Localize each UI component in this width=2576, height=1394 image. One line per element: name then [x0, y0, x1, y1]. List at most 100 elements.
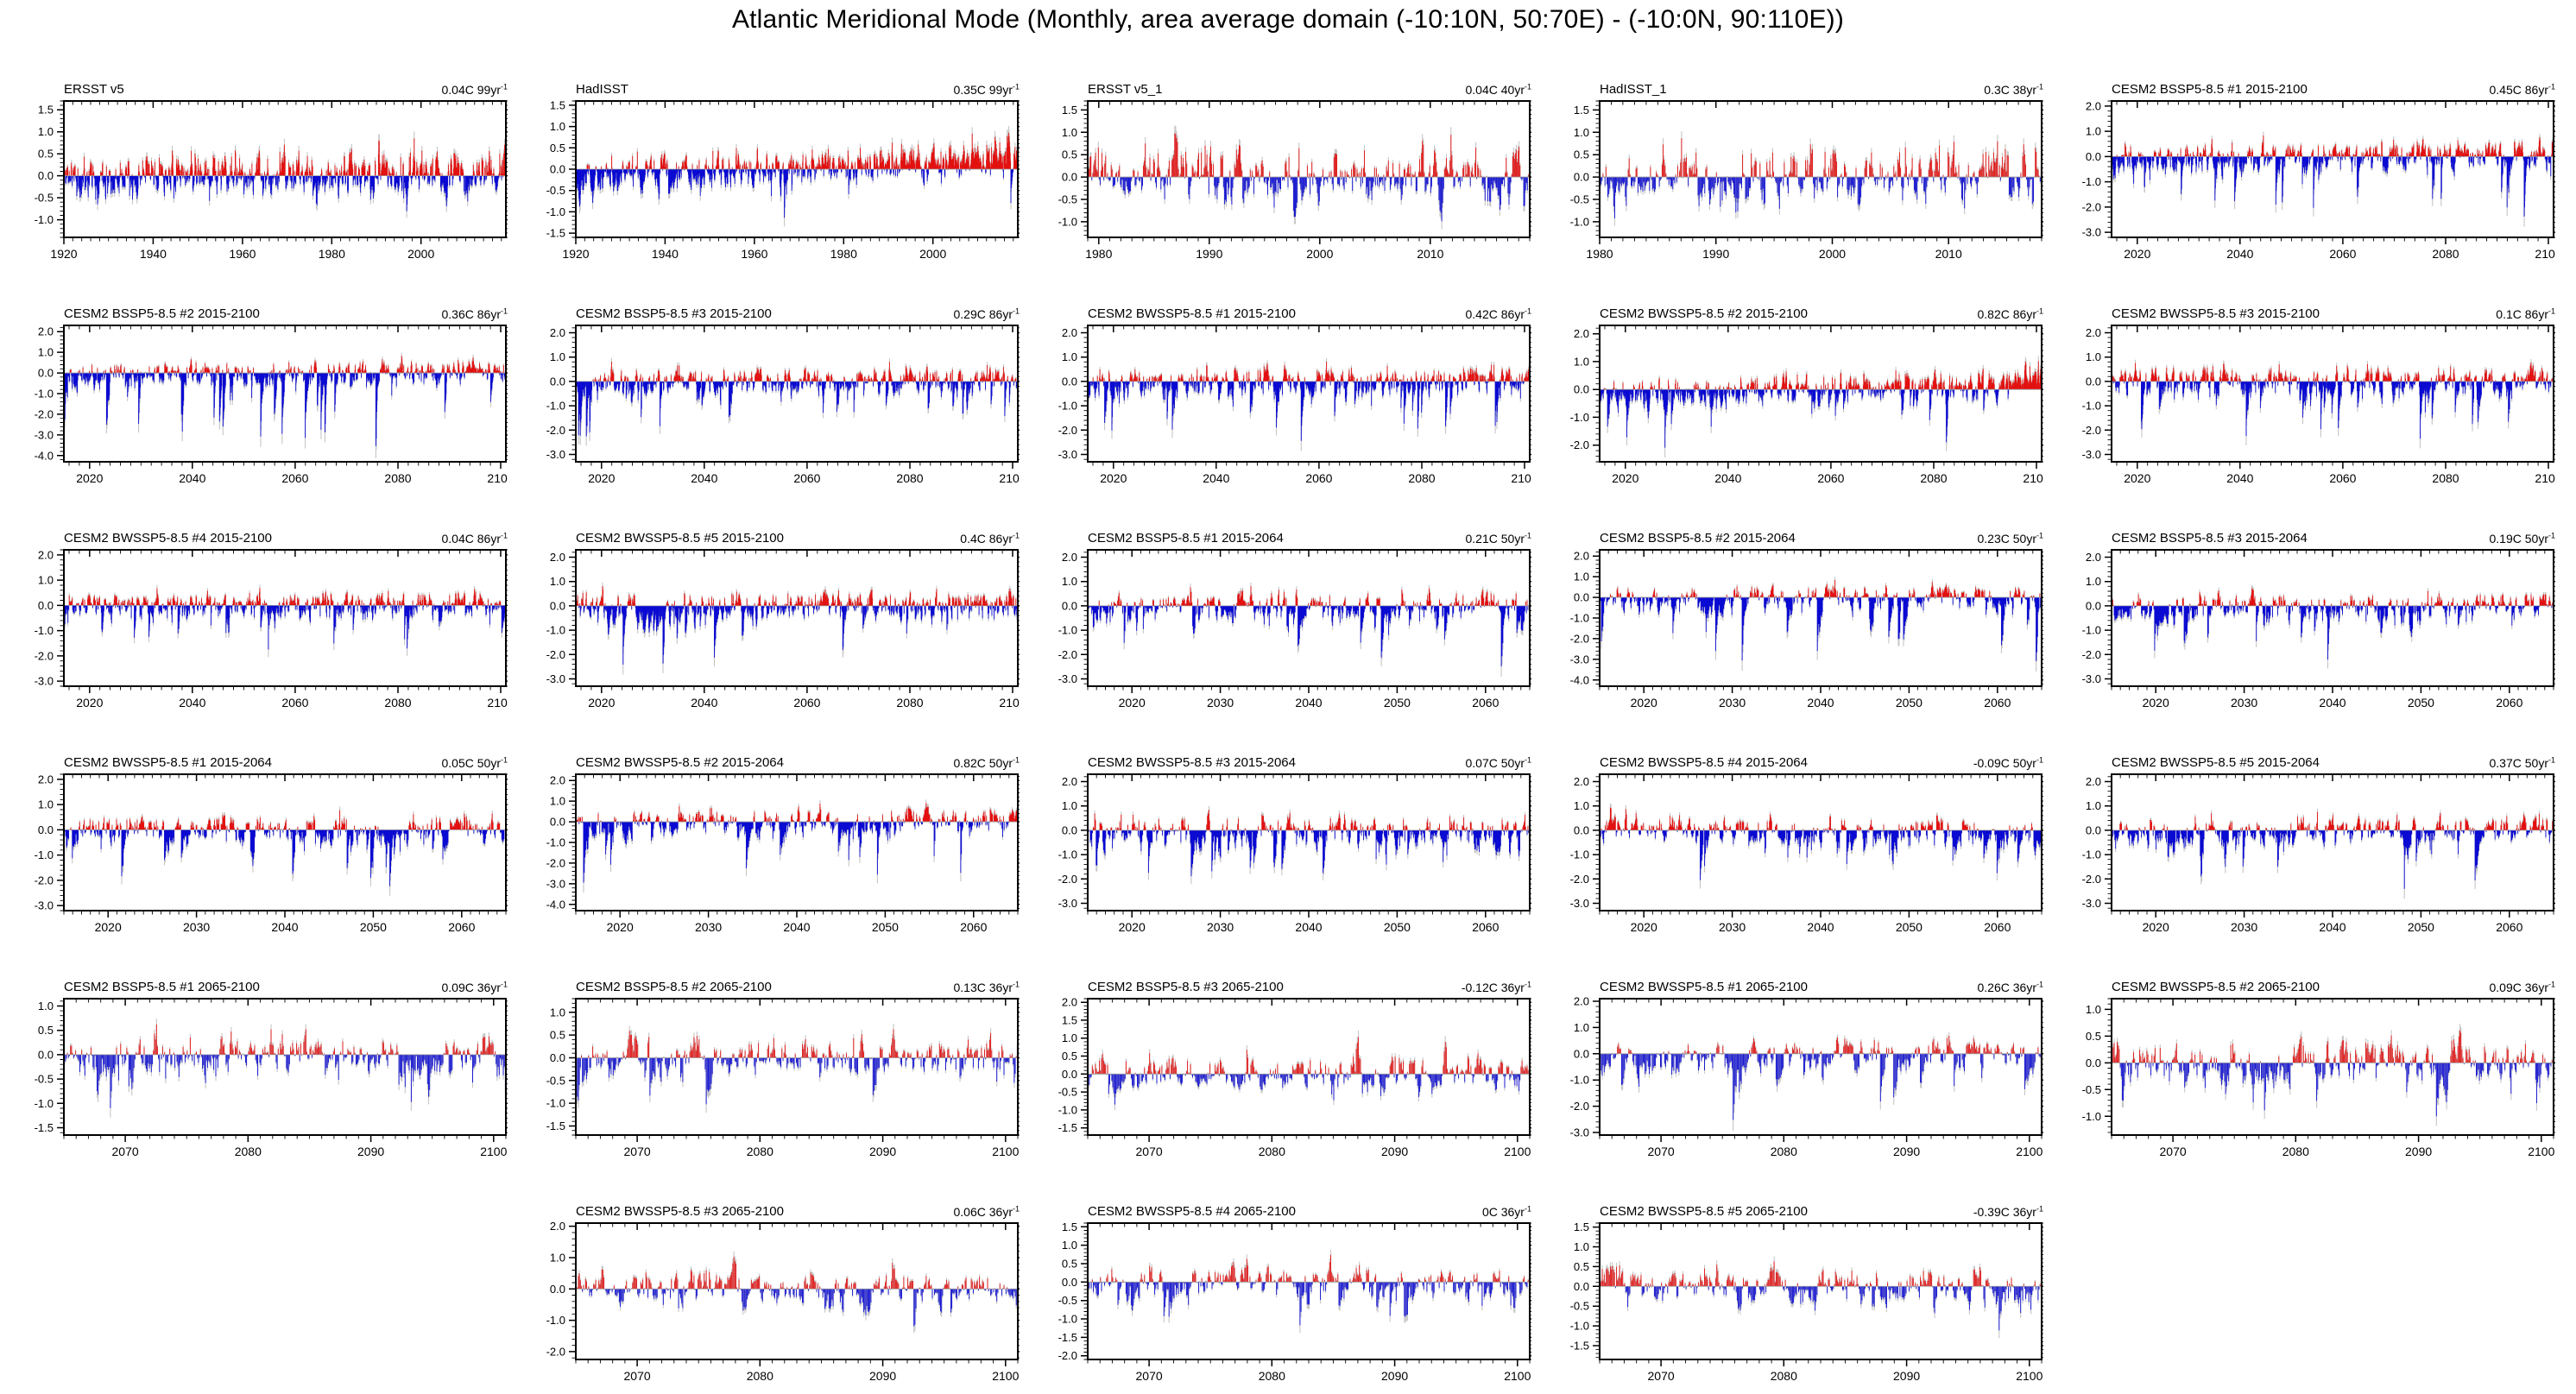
panel-header: CESM2 BSSP5-8.5 #2 2015-2100 0.36C 86yr-1 [24, 304, 508, 323]
y-tick-label: 2.0 [2086, 551, 2101, 564]
panel-trend-label: 0.4C 86yr-1 [960, 531, 1020, 546]
panel-trend-label: 0.1C 86yr-1 [2496, 306, 2555, 321]
negative-anomaly-series [575, 605, 1019, 665]
panel-title: CESM2 BWSSP5-8.5 #4 2065-2100 [1088, 1204, 1296, 1219]
panel-header: CESM2 BWSSP5-8.5 #1 2015-2064 0.05C 50yr-… [24, 753, 508, 772]
positive-anomaly-series [1089, 1254, 1530, 1283]
x-tick-label: 2040 [1714, 471, 1741, 485]
panel-title: CESM2 BSSP5-8.5 #1 2065-2100 [64, 980, 260, 994]
panel-trend-label: 0.07C 50yr-1 [1465, 755, 1532, 770]
y-tick-label: 0.5 [550, 142, 565, 155]
trend-exponent: -1 [1524, 980, 1531, 989]
panel-header: CESM2 BWSSP5-8.5 #1 2015-2100 0.42C 86yr-… [1048, 304, 1531, 323]
negative-anomaly-series [2112, 156, 2554, 217]
y-tick-label: 2.0 [1062, 996, 1077, 1009]
y-tick-label: 2.0 [38, 325, 54, 338]
minor-ticks [60, 325, 508, 466]
y-tick-label: 0.0 [2086, 150, 2101, 163]
chart-panel: CESM2 BWSSP5-8.5 #5 2065-2100 -0.39C 36yr… [1560, 1202, 2043, 1388]
y-tick-label: -0.5 [1058, 1294, 1077, 1307]
y-tick-label: 1.0 [2086, 350, 2101, 363]
x-tick-label: 2020 [2143, 696, 2169, 710]
major-ticks [1081, 999, 1531, 1142]
x-tick-label: 2100 [2016, 1145, 2042, 1158]
panel-plot: 2.0 1.0 0.0 -1.0 -2.0 -3.0 2070 2080 2090 2100 [1570, 996, 2043, 1158]
panel-header: ERSST v5 0.04C 99yr-1 [24, 79, 508, 98]
y-tick-label: 0.0 [2086, 823, 2101, 836]
x-tick-label: 2040 [179, 471, 205, 485]
x-tick-label: 2040 [2319, 920, 2346, 934]
x-tick-label: 2080 [1408, 471, 1435, 485]
panel-plot: 1.0 0.5 0.0 -0.5 -1.0 -1.5 2070 2080 2090 2100 [546, 998, 1020, 1158]
panel-header: CESM2 BSSP5-8.5 #2 2065-2100 0.13C 36yr-1 [536, 977, 1020, 996]
major-ticks [1593, 774, 2043, 918]
minor-ticks [571, 100, 1020, 242]
trend-exponent: -1 [500, 755, 508, 765]
plot-frame [1599, 773, 2042, 911]
y-tick-label: 0.5 [38, 1024, 54, 1037]
trend-exponent: -1 [1012, 531, 1020, 540]
x-tick-label: 2100 [487, 471, 508, 485]
trend-exponent: -1 [2036, 980, 2043, 989]
y-tick-label: 0.5 [2086, 1030, 2101, 1043]
plot-frame [1087, 998, 1531, 1136]
y-tick-label: 0.0 [1574, 823, 1589, 836]
y-tick-label: 1.0 [1062, 126, 1077, 139]
x-tick-label: 2040 [1295, 696, 1322, 710]
y-tick-label: 0.0 [1062, 171, 1077, 184]
x-tick-label: 2040 [2226, 471, 2253, 485]
trend-exponent: -1 [1012, 1204, 1020, 1214]
minor-ticks [571, 998, 1020, 1139]
x-tick-label: 2060 [2329, 471, 2356, 485]
negative-anomaly-series [1614, 1286, 2042, 1331]
x-tick-label: 2060 [448, 920, 475, 934]
chart-panel: CESM2 BSSP5-8.5 #3 2015-2100 0.29C 86yr-1… [536, 304, 1020, 490]
x-tick-label: 2000 [1306, 247, 1333, 261]
negative-anomaly-series [63, 829, 507, 886]
y-tick-label: 0.0 [1574, 383, 1589, 396]
plot-frame [575, 325, 1019, 463]
panel-trend-label: 0.82C 50yr-1 [953, 755, 1020, 770]
panel-title: CESM2 BWSSP5-8.5 #1 2015-2064 [64, 755, 272, 770]
y-tick-label: 1.0 [1574, 355, 1589, 368]
x-tick-label: 2090 [2405, 1145, 2432, 1158]
x-tick-label: 2080 [235, 1145, 262, 1158]
panel-trend-label: 0.36C 86yr-1 [441, 306, 508, 321]
panel-plot: 2.0 1.5 1.0 0.5 0.0 -0.5 -1.0 -1.5 2070 2080 2090 2… [1058, 996, 1531, 1158]
x-tick-label: 2050 [2408, 920, 2434, 934]
panel-header: CESM2 BSSP5-8.5 #2 2015-2064 0.23C 50yr-1 [1560, 528, 2043, 547]
y-tick-label: 0.0 [550, 1283, 565, 1296]
x-tick-label: 1960 [741, 247, 767, 261]
x-tick-label: 2000 [1819, 247, 1846, 261]
negative-anomaly-series [575, 381, 1019, 437]
y-tick-label: -2.0 [546, 424, 565, 437]
y-tick-label: -4.0 [546, 898, 565, 911]
x-tick-label: 2020 [588, 471, 615, 485]
x-tick-label: 2060 [281, 471, 308, 485]
halo-series [1087, 805, 1531, 885]
y-tick-label: -2.0 [2082, 873, 2101, 886]
page-title: Atlantic Meridional Mode (Monthly, area … [731, 5, 1845, 34]
plot-frame [575, 549, 1019, 687]
y-tick-label: -1.0 [546, 836, 565, 849]
major-ticks [2105, 999, 2555, 1142]
x-tick-label: 2050 [360, 920, 387, 934]
x-tick-label: 2090 [1893, 1145, 1920, 1158]
trend-exponent: -1 [2036, 82, 2043, 91]
chart-panel: CESM2 BSSP5-8.5 #3 2065-2100 -0.12C 36yr-… [1048, 977, 1531, 1164]
chart-panel: CESM2 BWSSP5-8.5 #3 2065-2100 0.06C 36yr-… [536, 1202, 1020, 1388]
minor-ticks [571, 774, 1020, 915]
minor-ticks [1083, 100, 1531, 242]
negative-anomaly-series [65, 175, 504, 211]
y-tick-label: 1.0 [550, 1252, 565, 1265]
trend-exponent: -1 [2036, 1204, 2043, 1214]
y-tick-label: -1.5 [546, 1120, 565, 1132]
halo-series [2112, 1024, 2554, 1126]
chart-panel: CESM2 BSSP5-8.5 #3 2015-2064 0.19C 50yr-1… [2072, 528, 2555, 715]
y-tick-label: -4.0 [1570, 673, 1589, 686]
y-tick-label: 0.0 [38, 1048, 54, 1061]
x-tick-label: 2050 [1384, 920, 1411, 934]
y-tick-label: -1.5 [1058, 1121, 1077, 1134]
panel-header: HadISST_1 0.3C 38yr-1 [1560, 79, 2043, 98]
y-tick-label: 0.0 [1062, 1276, 1077, 1289]
